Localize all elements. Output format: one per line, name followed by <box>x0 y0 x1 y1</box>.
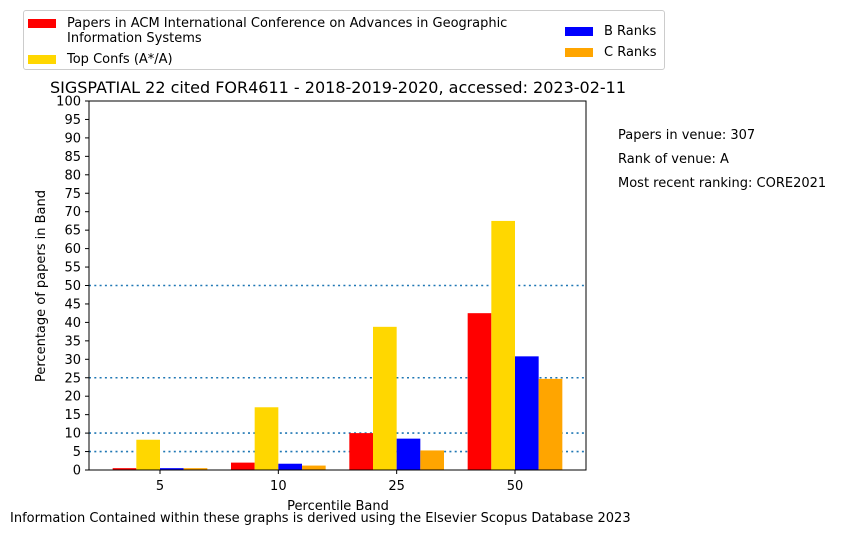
bar-3-50 <box>515 356 539 470</box>
y-tick-label-15: 15 <box>64 408 81 423</box>
y-tick-label-35: 35 <box>64 334 81 349</box>
x-tick-label-50: 50 <box>507 479 524 494</box>
bar-4-50 <box>538 378 563 470</box>
recent-ranking-note: Most recent ranking: CORE2021 <box>618 176 827 191</box>
legend-swatch-b-ranks <box>565 27 593 36</box>
legend-swatch-c-ranks <box>565 48 593 57</box>
y-tick-label-65: 65 <box>64 224 81 239</box>
y-tick-label-80: 80 <box>64 168 81 183</box>
y-tick-label-5: 5 <box>73 445 81 460</box>
papers-in-venue-note: Papers in venue: 307 <box>618 128 756 143</box>
y-tick-label-60: 60 <box>64 242 81 257</box>
x-axis-label: Percentile Band <box>287 499 389 514</box>
bars <box>112 220 563 470</box>
y-axis: 0 5 10 15 20 25 30 35 40 45 50 55 60 65 70 75 80 85 90 95 10… <box>56 95 89 479</box>
y-tick-label-10: 10 <box>64 427 81 442</box>
x-axis: 5 10 25 50 <box>156 470 523 494</box>
bar-4-10 <box>302 465 326 470</box>
bar-1-50 <box>467 313 492 470</box>
chart-title: SIGSPATIAL 22 cited FOR4611 - 2018-2019-… <box>50 78 626 97</box>
x-tick-label-10: 10 <box>270 479 287 494</box>
y-tick-label-95: 95 <box>64 113 81 128</box>
y-axis-label: Percentage of papers in Band <box>34 190 49 382</box>
bar-4-5 <box>183 468 208 470</box>
bar-2-10 <box>254 407 279 470</box>
legend-item-c-ranks: C Ranks <box>565 45 656 60</box>
y-tick-label-85: 85 <box>64 150 81 165</box>
legend-item-b-ranks: B Ranks <box>565 24 656 39</box>
bar-3-10 <box>278 463 302 470</box>
y-tick-label-75: 75 <box>64 187 81 202</box>
bar-1-10 <box>231 462 255 470</box>
bar-2-5 <box>136 439 160 470</box>
y-tick-label-25: 25 <box>64 371 81 386</box>
bar-4-25 <box>420 450 444 470</box>
legend-swatch-top-confs <box>28 55 56 64</box>
bar-3-25 <box>396 438 421 470</box>
y-tick-label-55: 55 <box>64 261 81 276</box>
y-tick-label-70: 70 <box>64 205 81 220</box>
venue-rank-note: Rank of venue: A <box>618 152 729 167</box>
legend-item-top-confs: Top Confs (A*/A) <box>28 52 173 67</box>
legend-swatch-venue <box>28 19 56 28</box>
bar-3-5 <box>160 468 184 470</box>
y-tick-label-20: 20 <box>64 390 81 405</box>
legend-label-b-ranks: B Ranks <box>604 24 657 39</box>
legend-label-top-confs: Top Confs (A*/A) <box>67 52 173 67</box>
y-tick-label-0: 0 <box>73 464 81 479</box>
legend-label-venue: Papers in ACM International Conference o… <box>67 16 508 46</box>
plot-frame <box>88 100 587 471</box>
x-tick-label-25: 25 <box>388 479 405 494</box>
data-source-footer: Information Contained within these graph… <box>10 511 631 526</box>
legend: Papers in ACM International Conference o… <box>23 10 665 70</box>
bar-1-25 <box>349 433 373 470</box>
bar-2-50 <box>491 220 515 470</box>
y-tick-label-30: 30 <box>64 353 81 368</box>
y-tick-label-50: 50 <box>64 279 81 294</box>
bar-1-5 <box>112 468 137 470</box>
bar-2-25 <box>373 326 397 470</box>
x-tick-label-5: 5 <box>156 479 164 494</box>
legend-label-c-ranks: C Ranks <box>604 45 657 60</box>
legend-item-venue: Papers in ACM International Conference o… <box>28 16 568 46</box>
y-tick-label-45: 45 <box>64 297 81 312</box>
y-tick-label-100: 100 <box>56 95 81 110</box>
y-tick-label-90: 90 <box>64 131 81 146</box>
y-tick-label-40: 40 <box>64 316 81 331</box>
